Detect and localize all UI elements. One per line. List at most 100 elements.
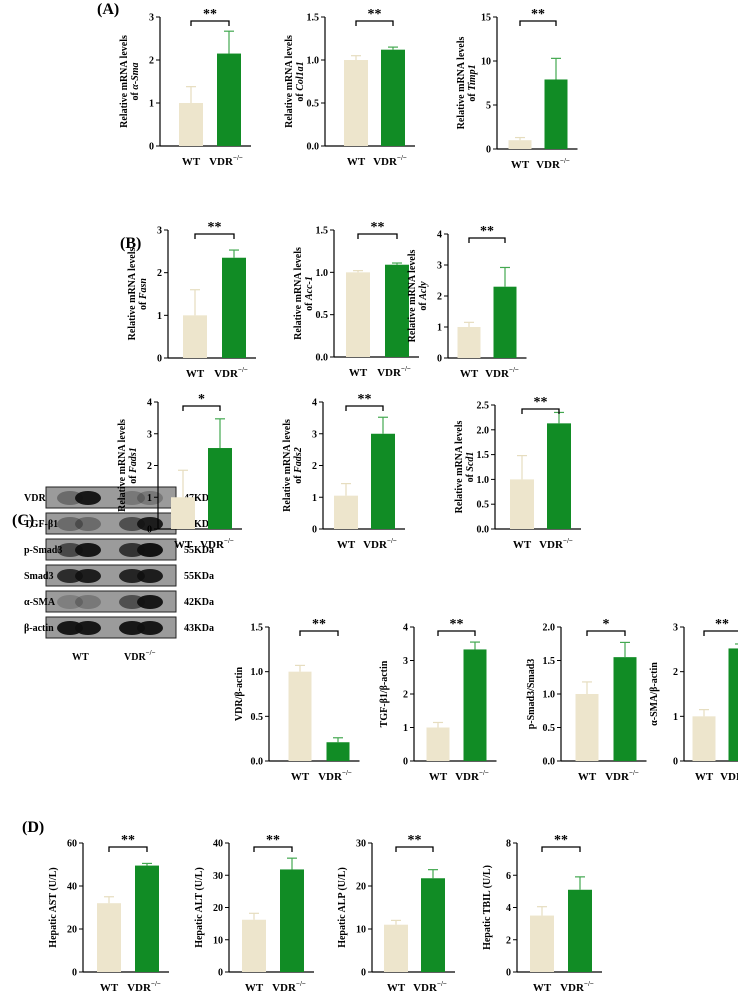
significance-bracket: **: [108, 833, 148, 852]
bar-chart-1: 0 1 2 3 WT VDR−/− ** Relative mRNA levelsof α-S…: [119, 7, 251, 168]
bar-wt: [384, 924, 408, 972]
x-label-sup: −/−: [387, 537, 397, 545]
y-axis-label-line2: of: [304, 300, 315, 311]
x-label-vdr: VDR−/−: [363, 537, 397, 551]
significance-label: **: [534, 395, 548, 410]
y-tick-label: 1.5: [477, 450, 490, 461]
x-label-sup: −/−: [151, 980, 161, 988]
significance-label: **: [371, 220, 385, 235]
x-label-vdr: VDR−/−: [377, 365, 411, 379]
y-tick-label: 1.0: [251, 667, 264, 678]
significance-bracket: **: [519, 7, 557, 26]
y-tick-label: 0: [312, 525, 317, 536]
bracket-line: [541, 846, 581, 852]
y-tick-label: 8: [506, 839, 511, 850]
y-tick-label: 20: [356, 882, 366, 893]
blot-band: [57, 543, 83, 557]
y-axis-label-line1: Relative mRNA levels: [117, 419, 128, 512]
y-axis-label: Hepatic ALP (U/L): [337, 867, 348, 948]
y-tick-label: 2: [157, 268, 162, 279]
blot-band: [137, 569, 163, 583]
y-axis-label: p-Smad3/Smad3: [526, 659, 537, 730]
x-label-sup: −/−: [401, 365, 411, 373]
y-tick-label: 1.5: [251, 623, 264, 634]
panel-label-b: (B): [120, 235, 141, 252]
y-axis-label-line2: of: [418, 300, 429, 311]
significance-bracket: **: [703, 617, 738, 636]
y-tick-label: 0: [437, 354, 442, 365]
x-label-sup: −/−: [437, 980, 447, 988]
y-axis-label: Hepatic TBIL (U/L): [482, 865, 493, 950]
y-axis-label: TGF-β1/β-actin: [379, 660, 390, 727]
x-label-wt: WT: [511, 159, 530, 171]
y-axis-label: Relative mRNA levelsof α-Sma: [119, 35, 141, 128]
y-tick-label: 5: [486, 101, 491, 112]
bar-ko: [135, 865, 159, 972]
bar-chart-2: 0.0 0.5 1.0 1.5 WT VDR−/− ** Relative mRNA leve…: [284, 7, 415, 168]
blot-band: [57, 621, 83, 635]
y-tick-label: 0.0: [543, 757, 556, 768]
y-axis-label: Relative mRNA levelsof Col1a1: [284, 35, 306, 128]
y-tick-label: 0: [506, 968, 511, 979]
y-axis-label-gene: Fads2: [293, 447, 304, 474]
significance-label: **: [450, 617, 464, 632]
y-tick-label: 30: [356, 839, 366, 850]
y-tick-label: 0: [673, 757, 678, 768]
bracket-line: [521, 408, 560, 414]
y-axis-label-line1: Relative mRNA levels: [284, 35, 295, 128]
blot-size: 44KDa: [184, 519, 214, 530]
y-tick-label: 0.5: [307, 99, 320, 110]
blot-lane-vdr: VDR−/−: [124, 649, 156, 663]
y-axis-label-gene: Acc-1: [304, 276, 315, 301]
y-axis-label-line1: Relative mRNA levels: [456, 37, 467, 130]
y-tick-label: 15: [481, 13, 491, 24]
y-tick-label: 1: [149, 99, 154, 110]
bar-ko: [385, 264, 409, 357]
x-label-vdr: VDR−/−: [200, 537, 234, 551]
y-tick-label: 10: [213, 935, 223, 946]
bar-wt: [346, 272, 370, 357]
y-tick-label: 4: [437, 230, 442, 241]
x-label-wt: WT: [349, 367, 368, 379]
bar-chart-14: 0 20 40 60 WT VDR−/− ** Hepatic AST (U/L): [48, 833, 169, 993]
significance-label: **: [312, 617, 326, 632]
y-tick-label: 1.0: [543, 690, 556, 701]
bar-chart-7: 0 1 2 3 4 WT VDR−/− * Relative mRNA levelsof Fad…: [117, 392, 242, 551]
y-tick-label: 3: [312, 429, 317, 440]
panel-label-a: (A): [97, 1, 119, 18]
blot-label: VDR: [24, 493, 46, 504]
x-label-wt: WT: [387, 982, 406, 993]
blot-label: TGF-β1: [24, 519, 58, 530]
bracket-line: [108, 846, 148, 852]
bar-wt: [183, 315, 207, 358]
y-tick-label: 4: [403, 623, 408, 634]
bracket-line: [395, 846, 434, 852]
y-tick-label: 2.0: [477, 425, 490, 436]
x-label-sup: −/−: [342, 769, 352, 777]
bar-ko: [544, 79, 568, 149]
significance-bracket: **: [541, 833, 581, 852]
x-label-wt: WT: [429, 771, 448, 783]
x-label-vdr: VDR−/−: [539, 537, 573, 551]
y-axis-label-gene: Fads1: [128, 447, 139, 474]
y-tick-label: 10: [356, 925, 366, 936]
y-axis-label-line1: Relative mRNA levels: [119, 35, 130, 128]
significance-bracket: **: [345, 392, 384, 411]
y-axis-label: Hepatic ALT (U/L): [194, 867, 205, 948]
x-label-wt: WT: [695, 771, 714, 783]
x-label-wt: WT: [174, 539, 193, 551]
x-label-vdr: VDR−/−: [455, 769, 489, 783]
x-label-vdr: VDR−/−: [214, 366, 248, 380]
x-label-wt: WT: [182, 156, 201, 168]
blot-band: [119, 621, 145, 635]
y-axis-label: α-SMA/β-actin: [649, 662, 660, 726]
x-label-vdr: VDR−/−: [605, 769, 639, 783]
bar-chart-17: 0 2 4 6 8 WT VDR−/− ** Hepatic TBIL (U/L): [482, 833, 602, 993]
blot-lane-sup: −/−: [146, 649, 156, 657]
y-axis-label: VDR/β-actin: [234, 666, 245, 721]
blot-band: [75, 543, 101, 557]
blot-band: [57, 595, 83, 609]
y-tick-label: 2.0: [543, 623, 556, 634]
x-label-vdr: VDR−/−: [209, 154, 243, 168]
